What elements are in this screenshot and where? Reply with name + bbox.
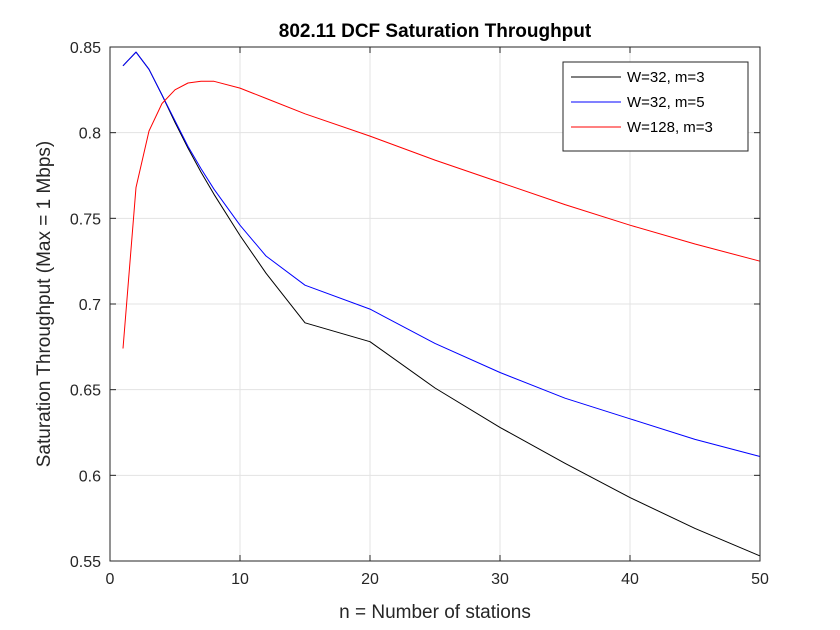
x-tick-label: 0 [106,571,115,588]
series-line-3 [122,80,761,349]
legend-entry: W=128, m=3 [627,119,713,136]
x-axis-ticks: 0 10 20 30 40 50 [106,47,769,588]
y-tick-label: 0.55 [70,554,101,571]
x-tick-label: 50 [751,571,769,588]
y-tick-label: 0.7 [79,297,101,314]
y-axis-label: Saturation Throughput (Max = 1 Mbps) [34,141,55,468]
y-tick-label: 0.6 [79,468,101,485]
y-axis-ticks: 0.55 0.6 0.65 0.7 0.75 0.8 0.85 [70,40,760,571]
x-tick-label: 20 [361,571,379,588]
x-tick-label: 30 [491,571,509,588]
legend-entry: W=32, m=5 [627,94,705,111]
y-tick-label: 0.75 [70,211,101,228]
series-layer [122,51,761,557]
x-tick-label: 10 [231,571,249,588]
series-line-2 [122,51,761,457]
y-tick-label: 0.65 [70,383,101,400]
y-tick-label: 0.8 [79,126,101,143]
y-tick-label: 0.85 [70,40,101,57]
x-tick-label: 40 [621,571,639,588]
chart-title: 802.11 DCF Saturation Throughput [279,21,592,42]
x-axis-label: n = Number of stations [339,602,531,623]
legend-entry: W=32, m=3 [627,69,705,86]
legend: W=32, m=3 W=32, m=5 W=128, m=3 [562,61,749,152]
